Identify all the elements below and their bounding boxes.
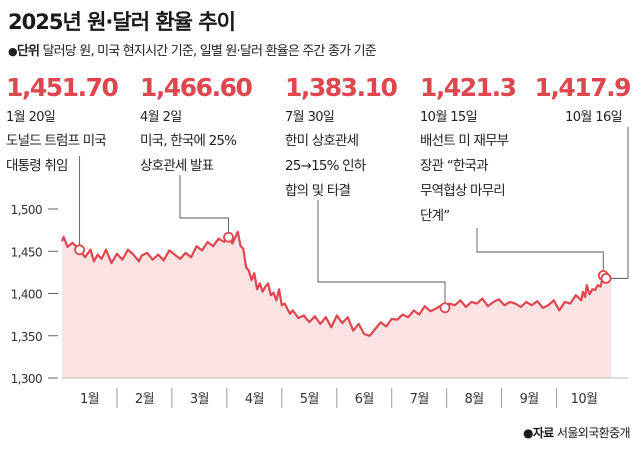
y-tick-label: 1,400 bbox=[11, 288, 42, 302]
annotation-date: 4월 2일 bbox=[140, 110, 182, 125]
annotation-text-line: 한미 상호관세 bbox=[285, 133, 359, 149]
unit-text: 달러당 원, 미국 현지시간 기준, 일별 원·달러 환율은 주간 종가 기준 bbox=[39, 44, 376, 59]
x-tick-label: 10월 bbox=[571, 392, 598, 407]
annotation-text-line: 미국, 한국에 25% bbox=[140, 133, 237, 149]
x-tick-label: 5월 bbox=[300, 392, 319, 407]
annotation-value: 1,421.3 bbox=[420, 73, 516, 102]
x-tick-label: 3월 bbox=[190, 392, 209, 407]
x-tick-label: 6월 bbox=[355, 392, 374, 407]
area-fill-layer bbox=[62, 231, 612, 378]
annotation-connector bbox=[179, 175, 229, 238]
annotation-text-line: 무역협상 마무리 bbox=[420, 183, 505, 199]
annotation-marker bbox=[74, 244, 85, 256]
annotation: 1,417.9 10월 16일 bbox=[535, 73, 632, 284]
unit-label: 단위 bbox=[16, 44, 40, 59]
annotation-text-line: 대통령 취임 bbox=[6, 158, 68, 174]
annotation-date: 10월 16일 bbox=[565, 110, 622, 125]
annotation-text-line: 단계” bbox=[420, 208, 449, 224]
annotation-date: 1월 20일 bbox=[6, 110, 55, 125]
x-tick-label: 1월 bbox=[80, 392, 99, 407]
bullet-icon: ● bbox=[8, 45, 18, 58]
series-line bbox=[60, 230, 612, 337]
source-text: 서울외국환중개 bbox=[553, 426, 631, 440]
y-tick-label: 1,350 bbox=[11, 330, 42, 344]
annotation-value: 1,383.10 bbox=[285, 73, 397, 102]
annotation-marker bbox=[439, 302, 451, 314]
x-tick-label: 2월 bbox=[135, 392, 154, 407]
bullet-icon: ● bbox=[522, 426, 533, 440]
annotation-text-line: 합의 및 타결 bbox=[285, 183, 350, 199]
chart-title: 2025년 원·달러 환율 추이 bbox=[8, 10, 236, 34]
annotation-date: 7월 30일 bbox=[285, 110, 334, 125]
annotation-connector bbox=[317, 200, 446, 308]
annotation-marker bbox=[223, 231, 234, 243]
annotation-value: 1,466.60 bbox=[140, 73, 252, 102]
line-layer bbox=[60, 230, 612, 337]
unit-note: ●단위 달러당 원, 미국 현지시간 기준, 일별 원·달러 환율은 주간 종가… bbox=[8, 40, 377, 59]
annotation-date: 10월 15일 bbox=[420, 110, 477, 125]
source-note: ●자료 서울외국환중개 bbox=[522, 424, 631, 441]
annotation-text-line: 장관 “한국과 bbox=[420, 158, 488, 174]
y-tick-label: 1,450 bbox=[11, 245, 42, 259]
annotation-connector bbox=[611, 127, 629, 279]
annotation-text-line: 도널드 트럼프 미국 bbox=[6, 133, 106, 149]
x-tick-label: 7월 bbox=[410, 392, 429, 407]
annotation-text-line: 25→15% 인하 bbox=[285, 158, 367, 174]
annotation-value: 1,417.9 bbox=[535, 73, 631, 102]
annotation-text-line: 배선트 미 재무부 bbox=[420, 133, 509, 149]
annotation-connector bbox=[476, 228, 604, 276]
annotation-marker bbox=[600, 272, 612, 284]
x-tick-label: 4월 bbox=[245, 392, 264, 407]
y-tick-label: 1,300 bbox=[11, 372, 42, 386]
source-label: 자료 bbox=[532, 426, 554, 440]
annotation-text-line: 상호관세 발표 bbox=[140, 158, 214, 174]
x-tick-label: 9월 bbox=[520, 392, 539, 407]
annotation-value: 1,451.70 bbox=[6, 73, 118, 102]
x-tick-label: 8월 bbox=[465, 392, 484, 407]
axis-layer: 1,300 1,350 1,400 1,450 1,500 1월 2월 3월 4월 5월 6월 7월 8… bbox=[11, 203, 628, 408]
series-area bbox=[62, 231, 612, 378]
y-tick-label: 1,500 bbox=[11, 203, 42, 217]
